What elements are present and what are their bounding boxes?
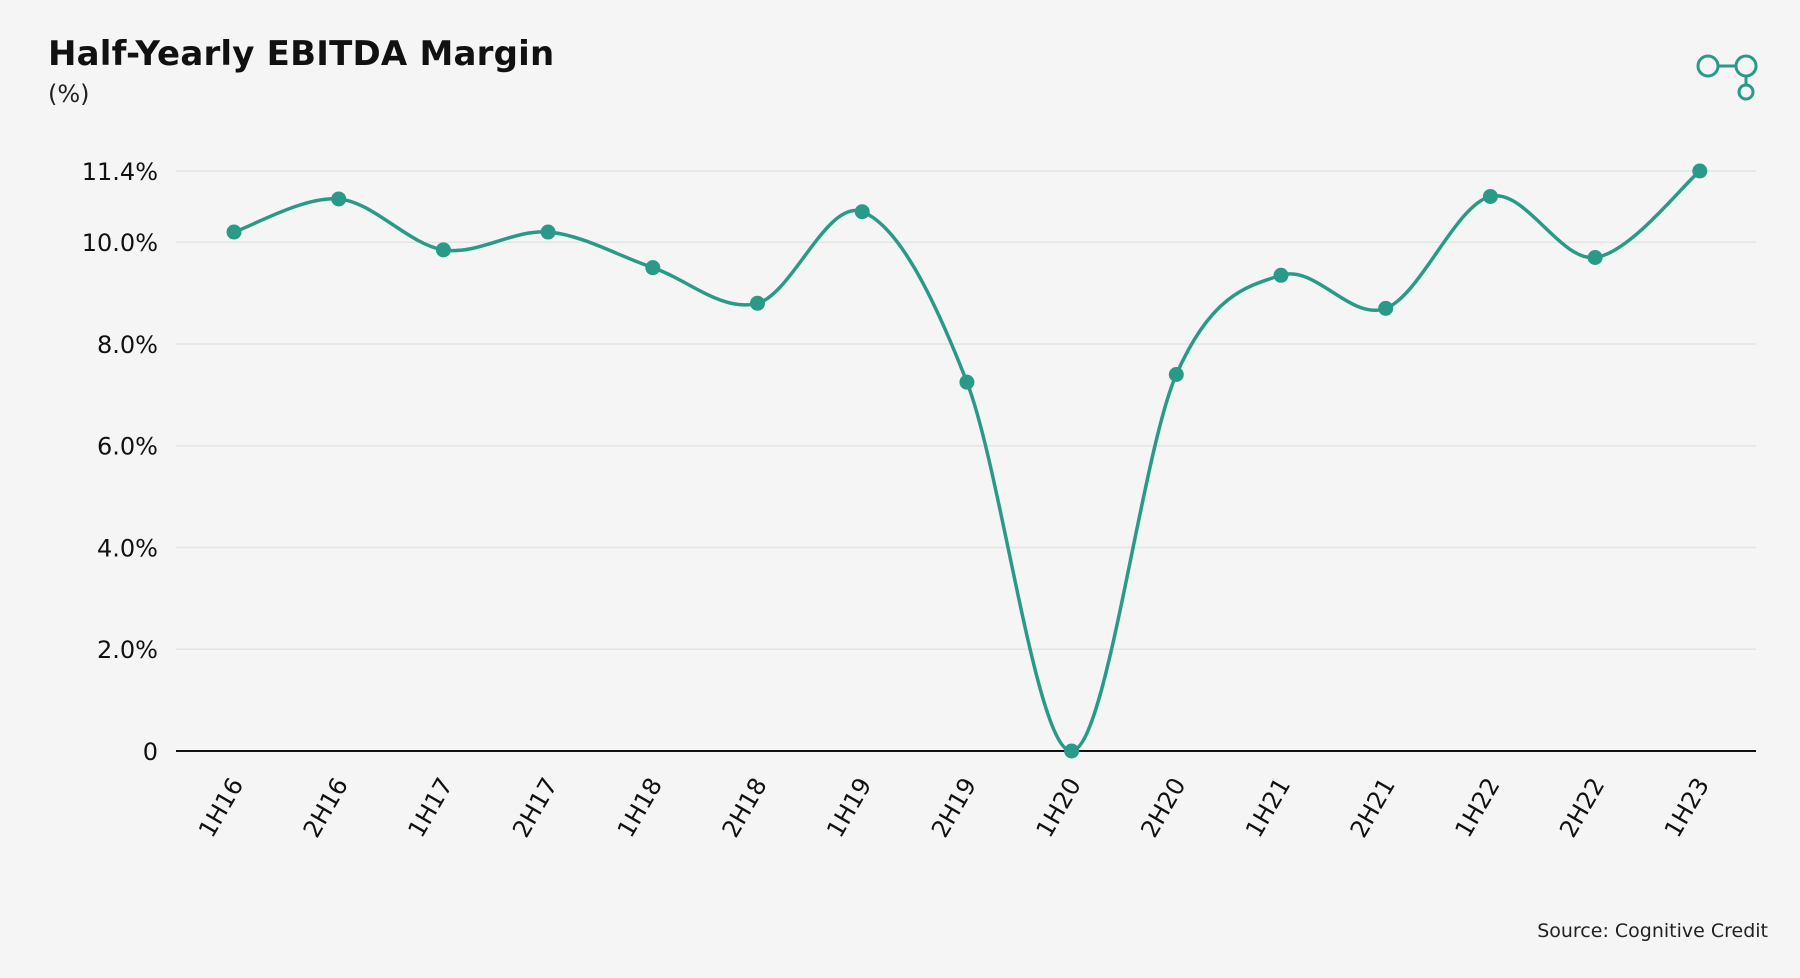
- x-tick-label: 1H16: [193, 773, 249, 842]
- y-tick-label: 11.4%: [82, 158, 158, 186]
- grid-lines: [176, 170, 1756, 650]
- data-point-1h18[interactable]: [645, 260, 661, 276]
- data-point-2h20[interactable]: [1168, 367, 1184, 383]
- chart-title: Half-Yearly EBITDA Margin: [48, 34, 555, 74]
- data-point-1h22[interactable]: [1482, 188, 1498, 204]
- x-tick-label: 2H21: [1345, 773, 1401, 842]
- x-tick-label: 2H17: [507, 773, 563, 842]
- data-point-2h21[interactable]: [1378, 300, 1394, 316]
- data-point-2h18[interactable]: [750, 295, 765, 311]
- data-point-1h19[interactable]: [854, 204, 870, 220]
- x-tick-label: 1H23: [1659, 773, 1715, 842]
- chart-subtitle: (%): [48, 80, 90, 108]
- x-tick-label: 2H16: [298, 773, 354, 842]
- x-tick-label: 1H18: [612, 773, 668, 842]
- x-tick-label: 1H22: [1449, 773, 1505, 842]
- data-point-1h17[interactable]: [435, 242, 451, 258]
- y-tick-label: 6.0%: [97, 433, 158, 461]
- data-point-1h20[interactable]: [1064, 743, 1080, 759]
- data-point-2h22[interactable]: [1587, 249, 1603, 265]
- y-tick-labels: 0 2.0% 4.0% 6.0% 8.0% 10.0% 11.4%: [82, 158, 158, 766]
- data-point-1h16[interactable]: [226, 224, 242, 240]
- brand-logo-icon: [1696, 54, 1758, 101]
- y-tick-label: 8.0%: [97, 331, 158, 359]
- x-tick-label: 2H20: [1135, 773, 1191, 842]
- x-tick-label: 2H19: [926, 773, 982, 842]
- series-points: [226, 163, 1708, 759]
- x-tick-label: 2H22: [1554, 773, 1610, 842]
- data-point-1h23[interactable]: [1692, 163, 1708, 179]
- data-point-2h16[interactable]: [331, 191, 347, 207]
- x-tick-label: 1H20: [1031, 773, 1087, 842]
- data-point-2h19[interactable]: [959, 374, 975, 390]
- series-line: [233, 169, 1701, 753]
- series-line-path: [233, 169, 1701, 753]
- source-note: Source: Cognitive Credit: [1537, 920, 1768, 942]
- x-tick-label: 1H17: [402, 773, 458, 842]
- y-tick-label: 0: [143, 738, 158, 766]
- x-tick-label: 2H18: [717, 773, 773, 842]
- x-tick-label: 1H19: [821, 773, 877, 842]
- y-tick-label: 4.0%: [97, 534, 158, 562]
- y-tick-label: 2.0%: [97, 636, 158, 664]
- x-tick-label: 1H21: [1240, 773, 1296, 842]
- y-tick-label: 10.0%: [82, 229, 158, 257]
- data-point-1h21[interactable]: [1273, 267, 1289, 283]
- x-tick-labels: 1H16 2H16 1H17 2H17 1H18 2H18 1H19 2H19 1H20 2H20…: [193, 773, 1715, 842]
- data-point-2h17[interactable]: [540, 224, 556, 240]
